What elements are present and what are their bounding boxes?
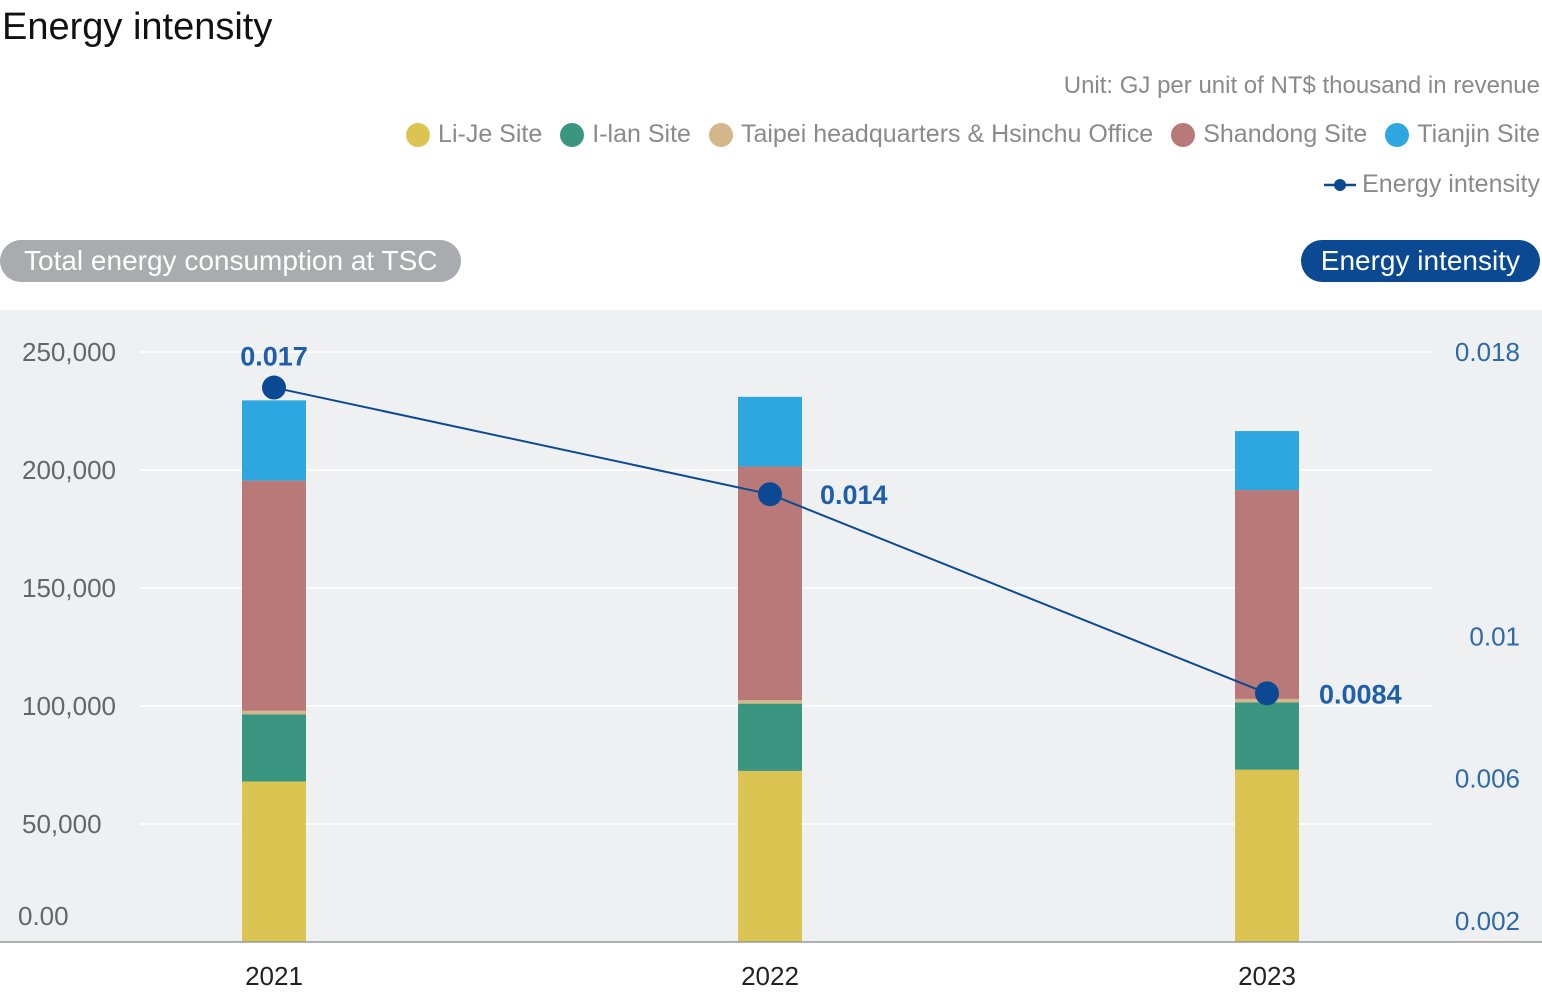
bar-segment <box>1235 702 1299 770</box>
left-axis-pill: Total energy consumption at TSC <box>0 240 462 282</box>
intensity-data-label: 0.0084 <box>1319 679 1402 709</box>
intensity-point <box>262 375 286 400</box>
legend-item-li-je: Li-Je Site <box>406 120 542 149</box>
bar-segment <box>242 400 306 481</box>
line-marker-icon <box>1324 178 1357 191</box>
bar-segment <box>242 714 306 782</box>
legend-label: Energy intensity <box>1362 170 1540 198</box>
right-tick-label: 0.018 <box>1455 337 1520 367</box>
legend-label: I-lan Site <box>592 120 691 148</box>
intensity-line: 0.017 0.014 0.0084 <box>240 342 1401 710</box>
legend-label: Shandong Site <box>1203 120 1368 148</box>
legend-swatch <box>1171 122 1196 147</box>
bar-segment <box>242 480 306 711</box>
bar-segment <box>738 700 802 704</box>
legend-item-taipei: Taipei headquarters & Hsinchu Office <box>708 120 1154 149</box>
left-tick-label: 50,000 <box>22 809 102 839</box>
legend-item-i-lan: I-lan Site <box>560 120 691 149</box>
intensity-point <box>1255 681 1279 706</box>
bar-segment <box>242 781 306 942</box>
bar-segment <box>242 710 306 715</box>
legend-label: Tianjin Site <box>1417 120 1540 148</box>
legend-label: Taipei headquarters & Hsinchu Office <box>740 120 1154 148</box>
intensity-point <box>758 482 782 507</box>
intensity-data-label: 0.017 <box>240 342 308 372</box>
legend-item-tianjin: Tianjin Site <box>1385 120 1540 149</box>
legend-swatch <box>560 122 585 147</box>
bar-segment <box>738 703 802 771</box>
x-tick-label: 2022 <box>741 961 799 991</box>
right-tick-label: 0.006 <box>1455 764 1520 794</box>
bar-segment <box>1235 431 1299 491</box>
legend-label: Li-Je Site <box>438 120 543 148</box>
x-tick-label: 2021 <box>245 961 303 991</box>
legend-swatch <box>406 122 431 147</box>
x-tick-label: 2023 <box>1238 961 1296 991</box>
bar-segment <box>1235 490 1299 699</box>
legend-swatch <box>1385 122 1410 147</box>
left-tick-label: 150,000 <box>22 573 116 603</box>
unit-note: Unit: GJ per unit of NT$ thousand in rev… <box>1063 72 1540 99</box>
right-tick-label: 0.002 <box>1455 906 1520 936</box>
x-axis-labels: 2021 2022 2023 <box>245 961 1296 991</box>
bar-segment <box>738 770 802 942</box>
intensity-data-label: 0.014 <box>820 480 888 510</box>
legend-swatch <box>708 122 733 147</box>
right-axis-pill: Energy intensity <box>1300 240 1540 282</box>
right-tick-label: 0.01 <box>1469 621 1520 651</box>
bar-segment <box>1235 769 1299 942</box>
left-tick-label: 200,000 <box>22 455 116 485</box>
right-axis: 0.002 0.006 0.01 0.018 <box>1455 337 1520 936</box>
legend-item-shandong: Shandong Site <box>1171 120 1367 149</box>
left-tick-label: 100,000 <box>22 691 116 721</box>
bars <box>242 396 1299 942</box>
left-tick-label: 250,000 <box>22 337 116 367</box>
legend-item-energy-intensity: Energy intensity <box>1324 170 1540 199</box>
legend: Li-Je Site I-lan Site Taipei headquarter… <box>406 120 1540 149</box>
chart-title: Energy intensity <box>2 6 273 48</box>
left-tick-label: 0.00 <box>18 901 69 931</box>
left-axis: 0.00 50,000 100,000 150,000 200,000 250,000 <box>18 337 116 931</box>
bar-segment <box>738 396 802 467</box>
